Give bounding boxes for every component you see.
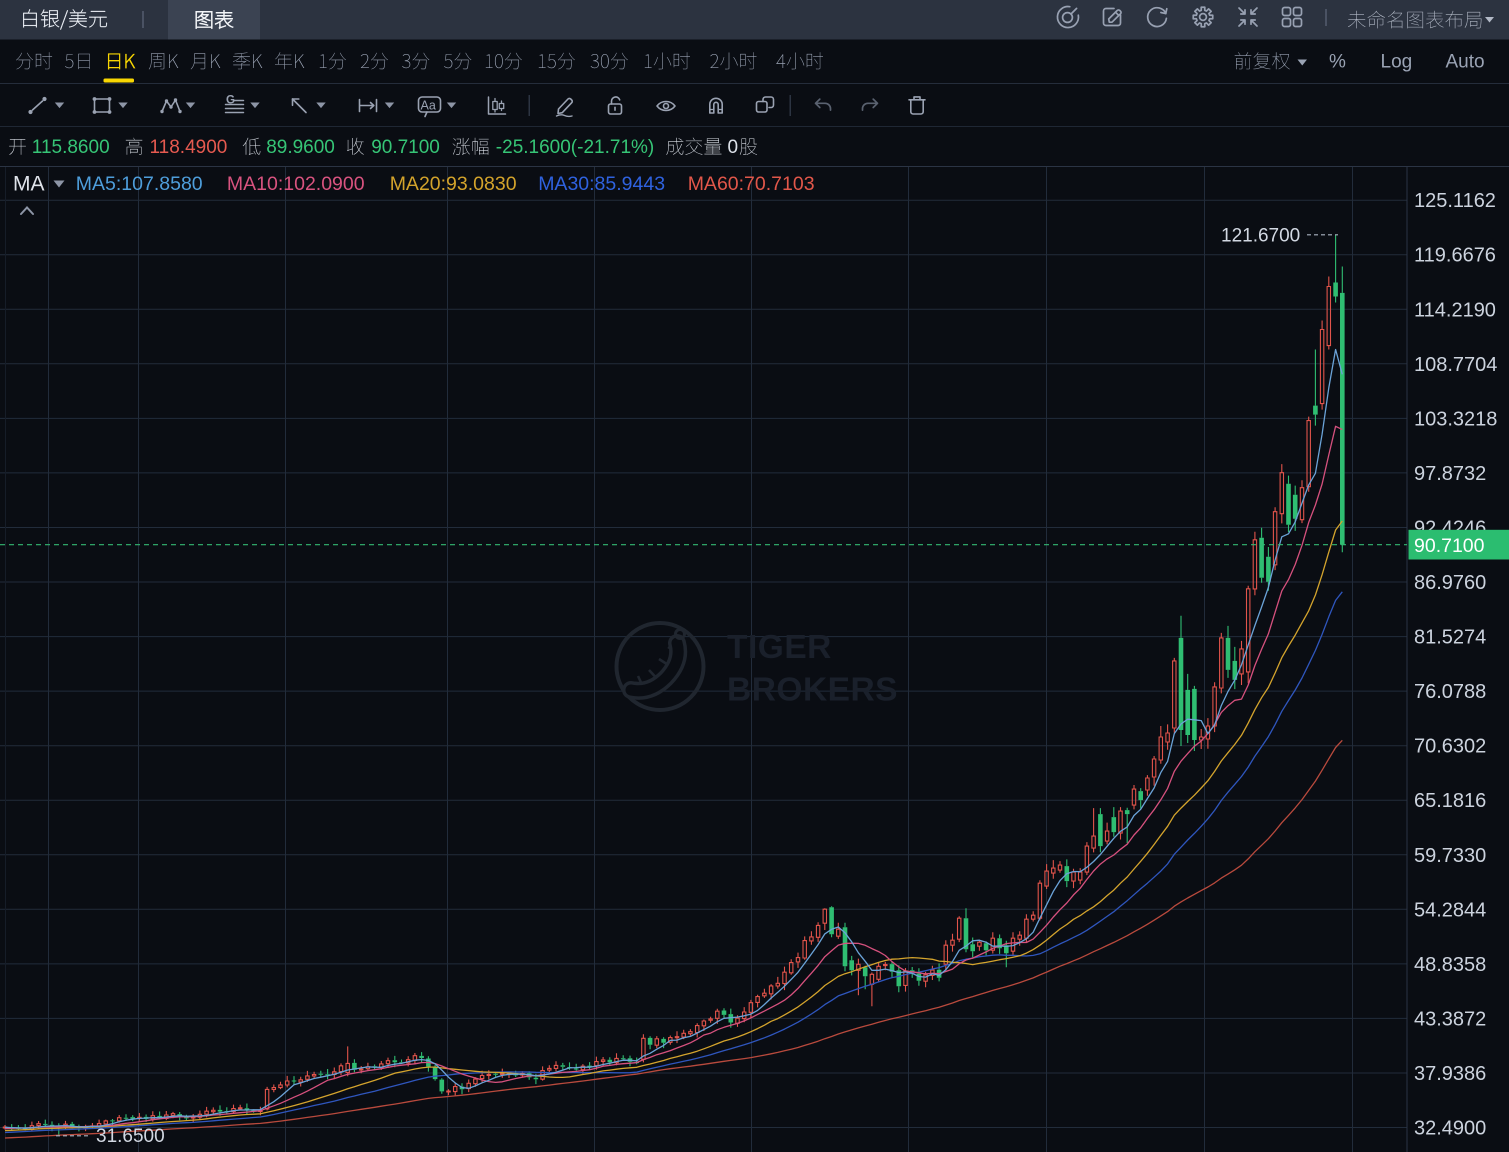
svg-text:31.6500: 31.6500 [96, 1126, 165, 1147]
svg-text:70.6302: 70.6302 [1414, 736, 1486, 758]
svg-text:TIGER: TIGER [727, 629, 832, 666]
svg-text:90.7100: 90.7100 [371, 137, 440, 158]
svg-text:%: % [1329, 52, 1346, 73]
svg-text:119.6676: 119.6676 [1414, 245, 1496, 267]
svg-text:76.0788: 76.0788 [1414, 681, 1486, 703]
svg-text:MA20:93.0830: MA20:93.0830 [390, 173, 517, 195]
svg-text:37.9386: 37.9386 [1414, 1063, 1486, 1085]
svg-text:48.8358: 48.8358 [1414, 954, 1486, 976]
svg-text:-25.1600(-21.71%): -25.1600(-21.71%) [496, 137, 654, 158]
svg-text:97.8732: 97.8732 [1414, 463, 1486, 485]
svg-text:59.7330: 59.7330 [1414, 845, 1486, 867]
svg-text:BROKERS: BROKERS [727, 672, 898, 709]
svg-text:Log: Log [1381, 52, 1413, 73]
svg-text:MA30:85.9443: MA30:85.9443 [538, 173, 665, 195]
svg-text:MA10:102.0900: MA10:102.0900 [227, 173, 365, 195]
svg-text:65.1816: 65.1816 [1414, 790, 1486, 812]
svg-text:121.6700: 121.6700 [1221, 226, 1300, 247]
svg-text:115.8600: 115.8600 [32, 137, 110, 158]
svg-text:108.7704: 108.7704 [1414, 354, 1497, 376]
svg-text:103.3218: 103.3218 [1414, 408, 1497, 430]
svg-text:125.1162: 125.1162 [1414, 190, 1496, 212]
svg-text:Aa: Aa [421, 99, 436, 113]
svg-text:81.5274: 81.5274 [1414, 627, 1486, 649]
svg-text:90.7100: 90.7100 [1414, 535, 1485, 557]
svg-text:89.9600: 89.9600 [266, 137, 335, 158]
svg-text:Auto: Auto [1446, 52, 1485, 73]
svg-text:MA60:70.7103: MA60:70.7103 [688, 173, 815, 195]
svg-text:86.9760: 86.9760 [1414, 572, 1486, 594]
svg-text:32.4900: 32.4900 [1414, 1118, 1486, 1140]
svg-text:114.2190: 114.2190 [1414, 299, 1496, 321]
svg-text:43.3872: 43.3872 [1414, 1008, 1486, 1030]
svg-text:118.4900: 118.4900 [150, 137, 228, 158]
svg-text:MA: MA [13, 173, 45, 196]
svg-text:54.2844: 54.2844 [1414, 899, 1486, 921]
svg-text:MA5:107.8580: MA5:107.8580 [76, 173, 203, 195]
svg-text:G: G [226, 95, 235, 107]
svg-text:0: 0 [728, 137, 739, 158]
